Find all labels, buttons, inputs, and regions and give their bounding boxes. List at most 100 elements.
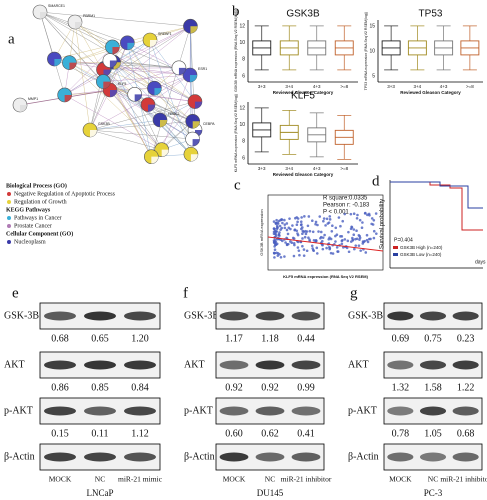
band [291, 452, 321, 462]
legend-heading: Biological Process (GO) [6, 182, 67, 189]
point [302, 248, 306, 251]
quant-value: 0.69 [392, 333, 410, 344]
edge [39, 11, 55, 60]
edge [39, 11, 192, 155]
point [354, 244, 358, 247]
edge [103, 69, 155, 89]
point [321, 247, 325, 251]
point [327, 237, 331, 241]
point [343, 238, 347, 241]
x-tick-label: 3+4 [285, 84, 293, 89]
legend-dot [7, 192, 11, 196]
edge [113, 62, 152, 157]
edge [64, 94, 162, 150]
x-axis-label: Reviewed Gleason Category [400, 90, 461, 95]
node-slice [190, 26, 198, 34]
point [363, 212, 367, 215]
edge [39, 11, 113, 48]
node-slice [69, 62, 77, 70]
point [312, 248, 315, 252]
protein-label: AKT [348, 359, 369, 370]
edge [89, 119, 161, 131]
band [291, 360, 321, 370]
point [294, 216, 297, 220]
gene-label: SMARCE1 [48, 4, 65, 8]
edge [103, 69, 192, 155]
point [367, 212, 371, 216]
point [286, 242, 290, 246]
node-slice [64, 94, 72, 102]
point [279, 255, 283, 259]
point [312, 239, 316, 242]
point [274, 221, 278, 225]
point [362, 240, 365, 244]
point [347, 230, 350, 234]
node-slice [151, 156, 159, 164]
band [219, 406, 249, 416]
point [331, 252, 335, 255]
edge [54, 58, 196, 131]
node-slice [160, 120, 167, 127]
legend-dot [7, 240, 11, 244]
point [349, 240, 353, 243]
legend-dot [7, 216, 11, 220]
node-slice [75, 22, 82, 29]
y-tick-label: 15 [369, 23, 375, 29]
edge [109, 60, 196, 102]
point [328, 215, 332, 218]
edge [151, 26, 191, 157]
point [286, 232, 290, 236]
point [305, 230, 309, 233]
node-slice [90, 130, 97, 137]
quant-value: 1.22 [457, 382, 475, 393]
point [328, 218, 332, 221]
point [306, 224, 310, 228]
point [340, 235, 344, 238]
band [387, 360, 414, 370]
plot-title: GSK3B [286, 9, 320, 20]
band [255, 406, 285, 416]
quant-value: 0.23 [457, 333, 475, 344]
band [124, 452, 156, 462]
point [372, 218, 376, 222]
x-tick-label: 4+3 [313, 84, 321, 89]
point [315, 252, 319, 255]
point [351, 236, 354, 240]
x-tick-label: >=8 [340, 84, 348, 89]
quant-value: 0.68 [51, 333, 69, 344]
point [335, 246, 339, 249]
point [277, 233, 281, 237]
band [84, 406, 116, 416]
point [322, 217, 326, 220]
x-axis-label: KLF5 mRNA expression (RNA Seq V2 RSEM) [283, 274, 368, 279]
node-slice [110, 90, 117, 97]
point [354, 237, 357, 241]
x-tick-label: 3+3 [258, 84, 266, 89]
y-tick-label: 8 [242, 139, 245, 145]
band [124, 406, 156, 416]
band [452, 452, 479, 462]
survival-curve [390, 181, 483, 231]
quant-value: 1.18 [261, 333, 279, 344]
edge [89, 129, 162, 150]
point [303, 235, 307, 239]
point [356, 213, 359, 217]
point [275, 218, 278, 222]
point [340, 242, 344, 246]
point [321, 236, 325, 239]
point [318, 215, 322, 218]
point [285, 236, 288, 240]
quant-value: 0.68 [457, 428, 475, 439]
cell-line: PC-3 [424, 488, 443, 498]
point [317, 230, 320, 233]
quant-value: 0.11 [91, 428, 108, 439]
node-slice [127, 42, 135, 50]
point [366, 240, 370, 244]
point [350, 226, 354, 229]
point [295, 223, 299, 227]
point [320, 239, 324, 243]
point [273, 256, 276, 259]
point [330, 229, 334, 233]
x-tick-label: 4+3 [313, 166, 321, 171]
point [308, 238, 311, 241]
